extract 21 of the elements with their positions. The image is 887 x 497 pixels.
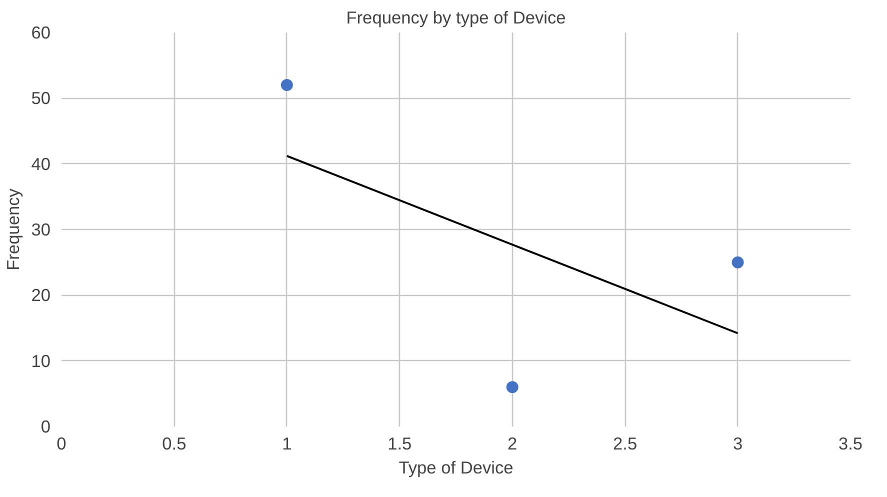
point	[732, 256, 744, 268]
y-tick-label: 10	[31, 350, 51, 371]
x-tick-label: 2.5	[613, 434, 638, 454]
y-tick-label: 20	[31, 285, 51, 306]
x-tick-label: 1	[282, 434, 292, 454]
x-axis-title: Type of Device	[398, 458, 514, 478]
y-tick-label: 50	[31, 88, 51, 108]
point	[506, 381, 518, 394]
x-tick-label: 1.5	[388, 434, 412, 454]
y-tick-label: 30	[31, 220, 51, 240]
y-axis-title: Frequency	[3, 188, 24, 270]
point	[280, 79, 293, 92]
y-tick-label: 40	[31, 154, 51, 174]
x-tick-label: 2	[508, 434, 518, 454]
y-tick-label: 60	[31, 22, 51, 42]
x-tick-label: 0	[56, 434, 66, 454]
x-tick-label: 3	[732, 434, 743, 454]
x-tick-label: 0.5	[162, 434, 186, 454]
x-tick-label: 3.5	[838, 434, 863, 454]
y-tick-label: 0	[40, 416, 51, 436]
chart-title: Frequency by type of Device	[346, 8, 566, 28]
